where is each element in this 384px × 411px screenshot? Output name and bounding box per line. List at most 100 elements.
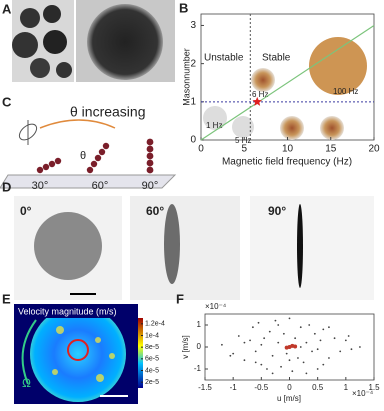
x-tick-label: 15	[325, 144, 337, 155]
scatter-point	[297, 357, 299, 359]
scatter-point	[277, 324, 280, 326]
y-axis-label: Masonnumber	[181, 48, 191, 106]
x-tick-label: -1	[230, 383, 238, 392]
scatter-point	[229, 354, 232, 357]
region-label: Stable	[262, 53, 291, 64]
colorbar-tick-label: 4e-5	[145, 367, 159, 374]
scatter-point	[263, 337, 266, 340]
scatter-point	[322, 328, 325, 331]
scatter-point	[243, 359, 246, 362]
title-box	[16, 305, 138, 318]
x-tick-label: 0	[287, 383, 292, 392]
x-tick-label: -1.5	[198, 383, 212, 392]
scatter-point	[254, 361, 257, 364]
annotation: 5 Hz	[235, 136, 251, 145]
scatter-point	[266, 368, 268, 370]
angle-label: 60°	[146, 204, 164, 218]
colorbar-tick-label: 1.2e-4	[145, 321, 165, 328]
x-tick-label: -0.5	[254, 383, 268, 392]
scatter-point	[251, 326, 254, 329]
annotation: 1 Hz	[206, 121, 222, 130]
y-tick-label: 1	[190, 96, 196, 107]
scatter-point	[284, 345, 289, 350]
panel-label: E	[2, 291, 11, 306]
axis-multiplier: ×10⁻⁴	[205, 302, 227, 311]
scatter-point	[254, 350, 257, 353]
trend-line	[200, 24, 375, 141]
colorbar-tick-label: 1e-4	[145, 332, 159, 339]
axis-multiplier: ×10⁻⁴	[352, 389, 374, 398]
scatter-point	[280, 365, 282, 368]
micrograph	[250, 196, 374, 300]
y-tick-label: 3	[190, 20, 196, 31]
colorbar-tick-label: 2e-5	[145, 379, 159, 386]
scatter-point	[305, 341, 308, 344]
scatter-point	[271, 372, 274, 375]
scatter-point	[319, 339, 322, 342]
scatter-point	[299, 326, 302, 329]
scatter-point	[243, 341, 246, 344]
thumbnail	[320, 116, 344, 140]
scatter-point	[293, 344, 298, 349]
annotation: 100 Hz	[333, 87, 358, 96]
scatter-point	[316, 368, 319, 370]
panel-c: C θ increasing θ 30° 60° 90°	[0, 94, 177, 192]
angle-label: 90°	[142, 180, 159, 192]
arrow	[39, 119, 116, 129]
x-tick-label: 10	[282, 144, 294, 155]
symbol: θ	[80, 150, 86, 162]
x-tick-label: 0.5	[312, 383, 324, 392]
droplet	[164, 204, 180, 284]
colorbar-tick-label: 6e-5	[145, 356, 159, 363]
thumbnail	[203, 106, 227, 130]
scatter-point	[237, 335, 240, 337]
panel-label: F	[176, 291, 184, 306]
critical-point	[252, 96, 262, 106]
symbol: Ω	[22, 376, 31, 390]
scatter-point	[249, 339, 251, 342]
substrate	[0, 174, 177, 189]
scatter-point	[260, 363, 263, 366]
x-tick-label: 1.5	[368, 383, 380, 392]
scatter-point	[350, 348, 353, 351]
angle-label: 0°	[20, 204, 32, 218]
scatter-point	[313, 332, 316, 335]
scatter-point	[302, 361, 305, 364]
scatter-point	[322, 363, 325, 366]
thumbnail	[251, 68, 275, 92]
caption: θ increasing	[70, 104, 146, 120]
scatter-point	[328, 326, 330, 329]
scatter-point	[271, 354, 274, 357]
x-tick-label: 1	[344, 383, 349, 392]
x-tick-label: 20	[368, 144, 380, 155]
panel-label: D	[2, 179, 11, 194]
colorbar	[138, 318, 143, 388]
droplet	[34, 212, 102, 280]
angle-label: 30°	[32, 180, 49, 192]
colorbar-title: Velocity magnitude (m/s)	[18, 306, 117, 316]
panel-e: E Ω Velocity magnitude (m/s) 1.2e-4 1e-4 8…	[2, 291, 165, 404]
y-tick-label: 1	[197, 320, 202, 329]
panel-b: B Masonnumber Magnetic field frequency (…	[179, 0, 380, 167]
thumbnail	[309, 37, 367, 95]
thumbnail	[280, 116, 304, 140]
scatter-point	[311, 350, 313, 353]
panel-a: A	[2, 0, 175, 82]
panel-d: D 0° 60° 90°	[2, 179, 374, 300]
annotation: 6 Hz	[252, 90, 268, 99]
scatter-point	[347, 335, 350, 337]
panel-label: C	[2, 94, 12, 109]
micrograph	[130, 196, 240, 300]
scatter-point	[257, 321, 260, 324]
panel-label: A	[2, 1, 12, 16]
panel-f: F ×10⁻⁴ ×10⁻⁴ v [m/s] u [m/s] -1.5 -1 -0.5…	[176, 291, 380, 403]
scatter-point	[232, 352, 235, 355]
scatter-point	[288, 317, 291, 320]
scatter-point	[308, 324, 311, 326]
x-axis-label: Magnetic field frequency (Hz)	[222, 157, 352, 168]
panel-label: B	[179, 0, 188, 15]
field-icon	[18, 123, 38, 141]
y-tick-label: 0	[197, 342, 202, 351]
region-label: Unstable	[204, 53, 244, 64]
rotation-arrow	[21, 319, 37, 385]
